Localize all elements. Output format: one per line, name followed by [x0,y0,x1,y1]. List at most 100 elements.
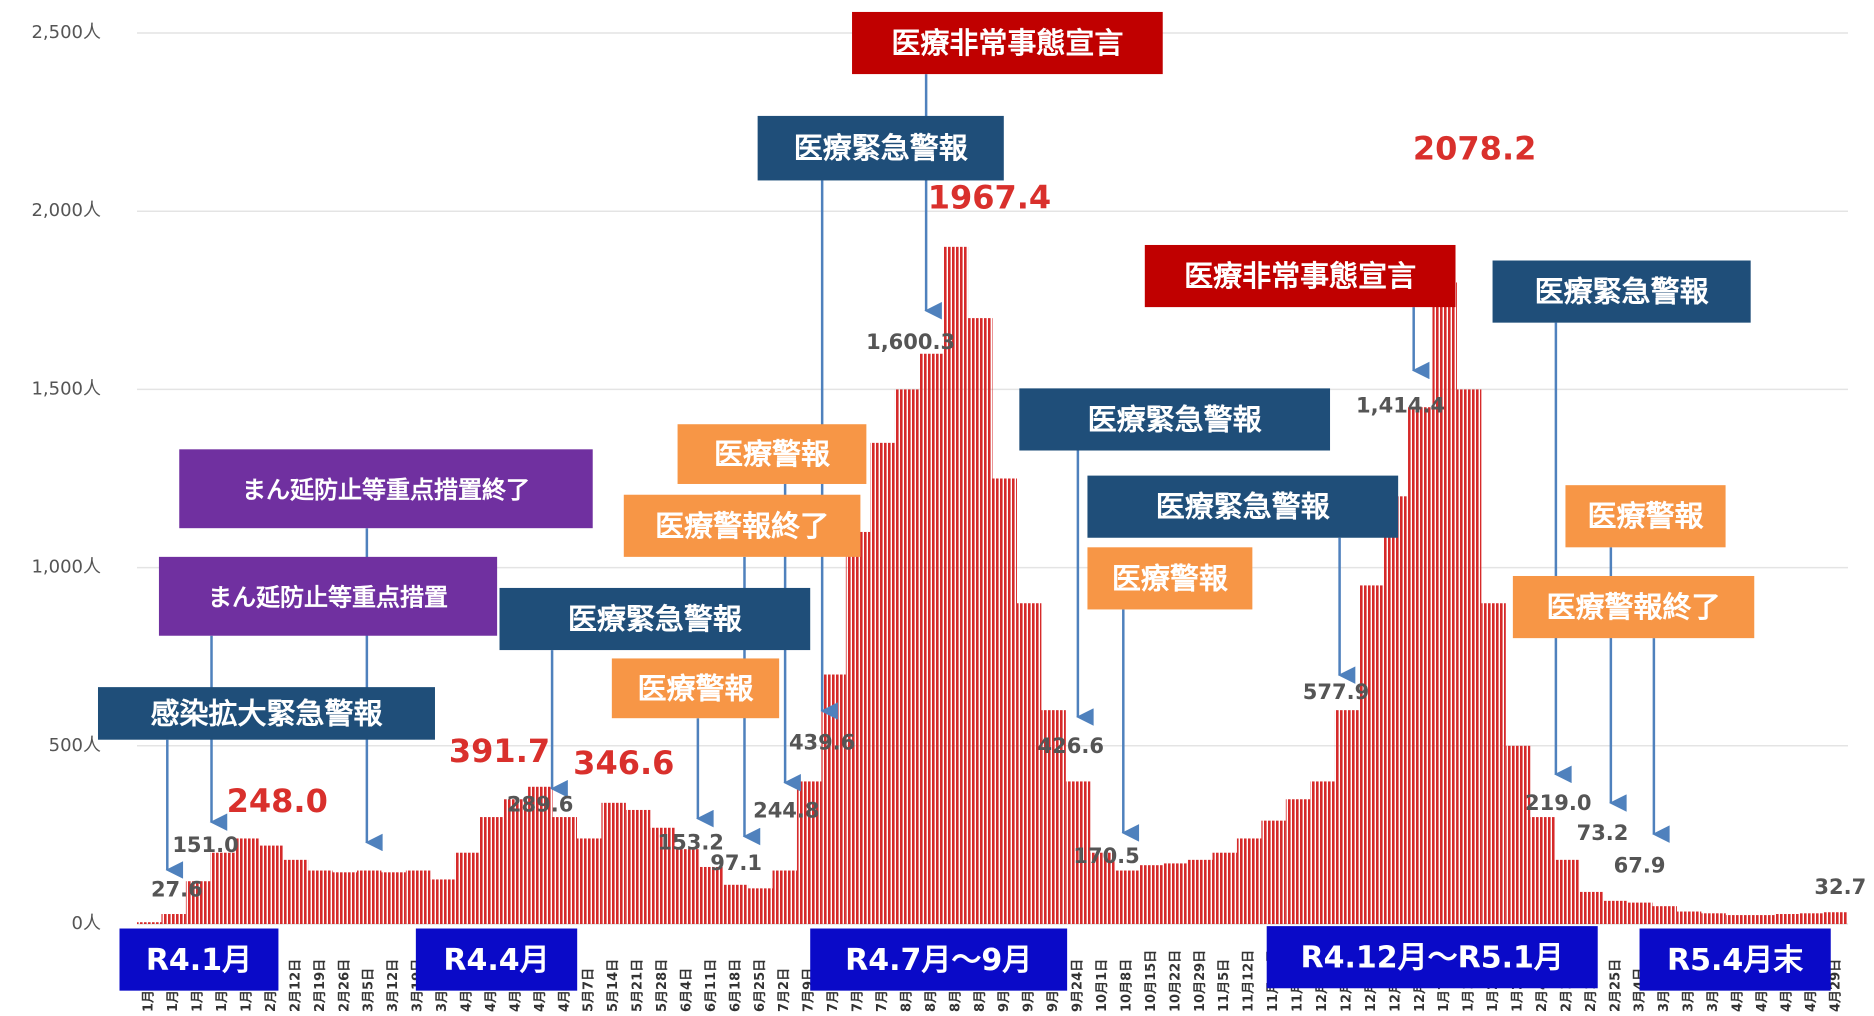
bar [161,914,186,924]
value-label: 577.9 [1303,680,1369,704]
callout-text: 医療緊急警報 [1088,402,1263,436]
x-tick-label: 11月5日 [1217,959,1232,1012]
bar [210,852,235,924]
bar [748,888,773,924]
period-label: R5.4月末 [1667,943,1803,978]
bar [772,870,797,924]
period-box [1639,928,1831,991]
bar [1603,900,1629,924]
bar [1139,865,1164,924]
bar [234,838,260,924]
bar [576,838,602,924]
x-tick-label: 2月26日 [337,959,352,1012]
x-tick-label: 5月7日 [582,968,597,1012]
callout-box [158,556,498,636]
value-label: 97.1 [710,851,762,875]
callout-box [677,424,867,484]
bar [601,802,626,924]
x-tick-label: 2月12日 [288,959,303,1012]
bar [1652,906,1677,924]
bar [503,799,529,924]
callout-text: 医療警報 [1112,561,1229,595]
bar [919,353,944,924]
peak-label: 248.0 [227,782,328,820]
callout-box [623,494,861,557]
period-label: R4.7月～9月 [845,943,1032,978]
x-tick-label: 10月22日 [1168,950,1183,1012]
bar [1163,863,1189,924]
period-box [415,928,578,991]
y-tick-label: 500人 [49,735,101,756]
y-tick-label: 2,000人 [31,200,101,221]
callout-text: 医療緊急警報 [794,131,969,165]
x-tick-label: 2月25日 [1608,959,1623,1012]
callout-box [97,687,435,740]
bar [1236,838,1262,924]
bar [992,478,1017,924]
bar [650,827,675,924]
callout-text: 医療緊急警報 [1535,275,1710,309]
x-tick-label: 10月8日 [1119,959,1134,1012]
value-label: 153.2 [657,831,723,855]
value-label: 439.6 [789,730,855,754]
callout-box [1144,244,1456,308]
callout-text: 感染拡大緊急警報 [150,696,383,730]
bar [381,872,406,924]
y-tick-label: 2,500人 [31,22,101,43]
bar [479,817,504,924]
bar [1310,781,1335,924]
callout-box [611,658,780,719]
callout-text: 医療警報終了 [1547,590,1721,624]
value-label: 244.8 [753,798,819,822]
bar [1579,891,1604,924]
bar [552,817,577,924]
bar [356,870,382,924]
x-tick-label: 3月5日 [362,968,377,1012]
callout-box [1019,388,1331,451]
period-label: R4.4月 [443,943,549,978]
bar [1090,852,1115,924]
bar [1481,603,1506,924]
x-tick-label: 4月29日 [1828,959,1843,1012]
value-label: 170.5 [1073,844,1139,868]
bar [1285,799,1311,924]
bar [405,870,431,924]
x-tick-label: 9月24日 [1071,959,1086,1012]
period-box [810,928,1068,991]
callout-box [757,115,1004,181]
callout-text: 医療非常事態宣言 [891,26,1123,60]
y-tick-label: 1,500人 [31,378,101,399]
callout-box [1565,485,1726,548]
bar [1334,710,1360,924]
bar [1432,282,1457,925]
bar [454,852,480,924]
bar [870,442,895,924]
bar [1456,389,1482,924]
period-box [1266,926,1598,989]
callout-box [179,449,593,529]
callout-text: まん延防止等重点措置 [208,583,448,611]
callout-text: 医療緊急警報 [568,602,743,636]
x-tick-label: 10月15日 [1144,950,1159,1012]
bar [699,866,724,924]
callout-text: まん延防止等重点措置終了 [242,476,530,504]
peak-label: 2078.2 [1413,130,1536,168]
period-box [119,928,279,991]
bar [1505,745,1531,924]
bar [625,809,651,924]
peak-label: 391.7 [449,732,550,770]
bar [1041,710,1066,924]
bar [528,786,553,924]
bar [137,922,162,924]
value-label: 1,600.3 [866,330,955,354]
bar [1359,585,1384,924]
value-label: 73.2 [1577,821,1629,845]
bar [723,884,749,924]
bar [1065,781,1091,924]
callout-text: 医療非常事態宣言 [1184,259,1416,293]
bar [259,845,284,924]
value-label: 426.6 [1038,734,1104,758]
bar [1212,852,1237,924]
x-tick-label: 7月2日 [777,968,792,1012]
